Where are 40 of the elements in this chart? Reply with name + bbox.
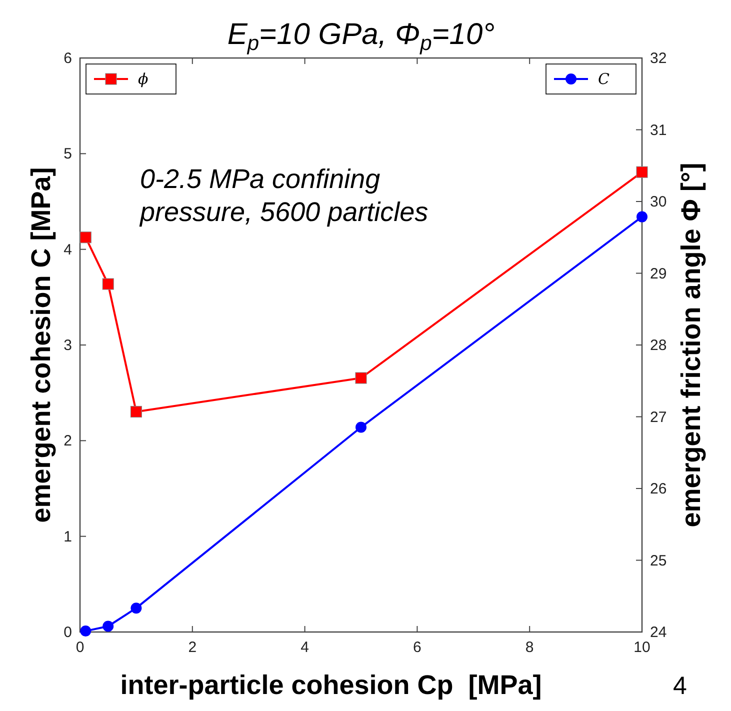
x-tick-label: 2: [188, 639, 197, 656]
y-axis-title: emergent cohesion C [MPa]: [26, 167, 56, 523]
point: [80, 232, 92, 244]
y-tick-label: 2: [64, 432, 72, 450]
legend-label: ϕ: [138, 70, 148, 88]
y2-tick-label: 25: [650, 552, 667, 570]
y2-tick-label: 28: [650, 337, 667, 354]
point: [130, 602, 142, 614]
x-tick-label: 8: [525, 639, 534, 656]
y2-tick-label: 29: [650, 265, 667, 282]
y2-axis-title: emergent friction angle Φ [°]: [676, 162, 706, 528]
chart-title: E$_{p}$=10 GPa, Φ$_{p}$=10°: [227, 18, 495, 56]
y2-tick-label: 32: [650, 50, 667, 67]
x-tick-label: 6: [413, 639, 422, 656]
y2-tick-label: 27: [650, 408, 667, 426]
point: [355, 372, 367, 384]
point: [102, 278, 114, 290]
y-tick-label: 0: [64, 624, 72, 641]
y2-tick-label: 24: [650, 624, 667, 641]
x-tick-label: 10: [634, 639, 650, 656]
point: [130, 406, 142, 418]
y2-tick-label: 26: [650, 480, 667, 498]
y-tick-label: 1: [64, 528, 72, 546]
point: [102, 620, 114, 632]
y2-tick-label: 31: [650, 122, 667, 139]
y-tick-label: 3: [64, 337, 72, 354]
text: 4: [673, 672, 688, 700]
point: [636, 211, 648, 222]
x-axis-title: inter-particle cohesion Cp [MPa]: [120, 670, 542, 700]
y-tick-label: 6: [64, 50, 72, 67]
point: [356, 422, 366, 433]
point: [636, 166, 648, 178]
annotation: 0-2.5 MPa confining pressure, 5600 particles: [139, 164, 428, 227]
y-tick-label: 5: [64, 146, 72, 163]
y2-tick-label: 30: [650, 194, 667, 210]
y-tick-label: 4: [64, 241, 72, 258]
x-tick-label: 0: [76, 639, 84, 656]
point: [80, 626, 92, 637]
legend-label: C: [598, 70, 610, 88]
x-tick-label: 4: [300, 639, 309, 656]
